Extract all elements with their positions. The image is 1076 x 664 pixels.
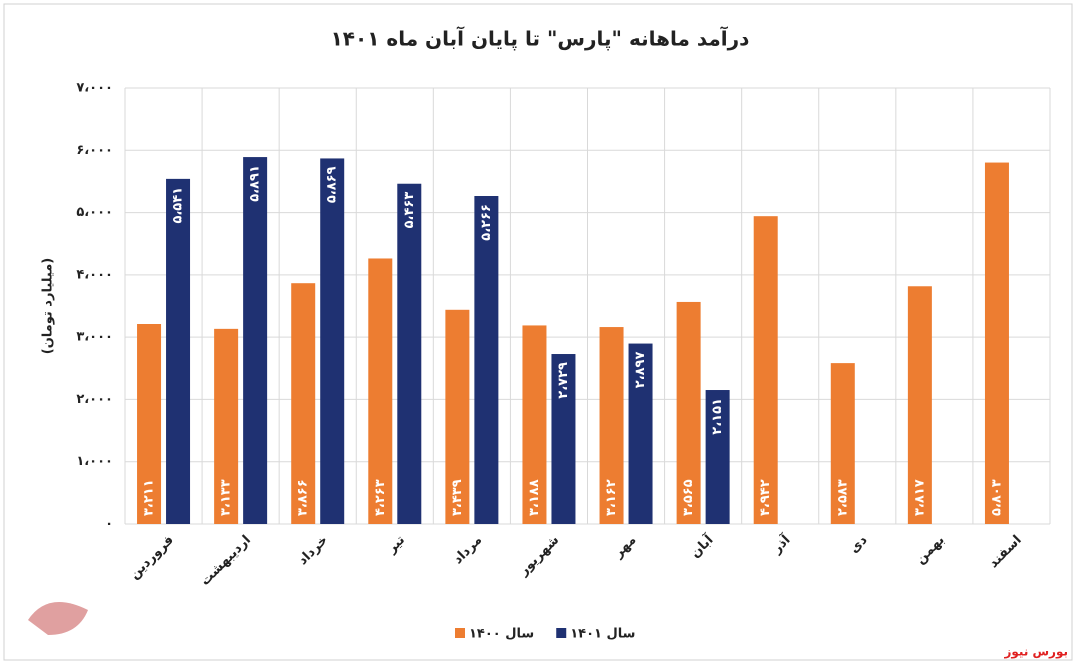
- legend-swatch: [556, 628, 567, 638]
- data-label: ۴،۹۴۲: [758, 479, 773, 516]
- bar: [243, 157, 268, 524]
- bar: [907, 286, 932, 524]
- data-label: ۲،۱۵۱: [710, 398, 725, 435]
- data-label: ۳،۲۱۱: [142, 479, 157, 516]
- bar: [984, 162, 1009, 524]
- legend-swatch: [455, 628, 465, 638]
- bar: [397, 183, 422, 524]
- source: بورس نیوز: [1003, 645, 1068, 660]
- bar: [753, 216, 778, 524]
- bar: [705, 390, 730, 524]
- data-label: ۴،۲۶۳: [373, 479, 388, 516]
- y-axis-label: (میلیارد تومان): [41, 258, 56, 355]
- bar: [368, 258, 393, 524]
- bar: [551, 354, 576, 524]
- chart-title: درآمد ماهانه "پارس" تا پایان آبان ماه ۱۴…: [331, 26, 750, 52]
- y-tick-label: ۰: [105, 517, 113, 532]
- y-tick-label: ۱،۰۰۰: [76, 454, 113, 469]
- y-tick-label: ۷،۰۰۰: [76, 81, 113, 96]
- bar: [166, 178, 191, 524]
- bar: [474, 196, 499, 525]
- data-label: ۵،۵۴۱: [171, 187, 186, 224]
- data-label: ۳،۵۶۵: [681, 479, 696, 516]
- data-label: ۵،۸۶۹: [325, 166, 340, 203]
- y-tick-label: ۶،۰۰۰: [76, 143, 113, 158]
- logo: [28, 602, 88, 635]
- bar: [628, 343, 653, 524]
- data-label: ۳،۸۱۷: [912, 479, 927, 516]
- data-label: ۲،۵۸۳: [835, 479, 850, 516]
- logo-shape: [28, 602, 88, 635]
- y-tick-label: ۳،۰۰۰: [76, 330, 113, 345]
- bar: [830, 363, 855, 524]
- y-tick-label: ۵،۰۰۰: [76, 205, 113, 220]
- data-label: ۳،۸۶۶: [296, 479, 311, 516]
- data-label: ۳،۱۸۸: [527, 479, 542, 516]
- data-label: ۲،۷۲۹: [556, 362, 571, 399]
- bar: [599, 327, 624, 524]
- bar: [522, 325, 547, 524]
- data-label: ۵،۸۰۳: [989, 479, 1004, 516]
- data-label: ۳،۱۳۳: [219, 479, 234, 516]
- bar: [445, 309, 470, 524]
- data-label: ۳،۴۳۹: [450, 479, 465, 516]
- bar: [214, 328, 239, 524]
- y-tick-label: ۲،۰۰۰: [76, 392, 113, 407]
- bar: [676, 301, 701, 524]
- y-tick-label: ۴،۰۰۰: [76, 267, 113, 282]
- data-label: ۵،۴۶۳: [402, 192, 417, 229]
- legend-label: سال ۱۴۰۰: [469, 627, 534, 642]
- bar: [137, 324, 162, 524]
- bar: [320, 158, 345, 525]
- legend-label: سال ۱۴۰۱: [570, 627, 635, 642]
- data-label: ۵،۸۹۱: [248, 165, 263, 202]
- data-label: ۲،۸۹۷: [633, 352, 648, 389]
- data-label: ۵،۲۶۶: [479, 204, 494, 241]
- data-label: ۳،۱۶۲: [604, 479, 619, 516]
- bar: [291, 283, 316, 524]
